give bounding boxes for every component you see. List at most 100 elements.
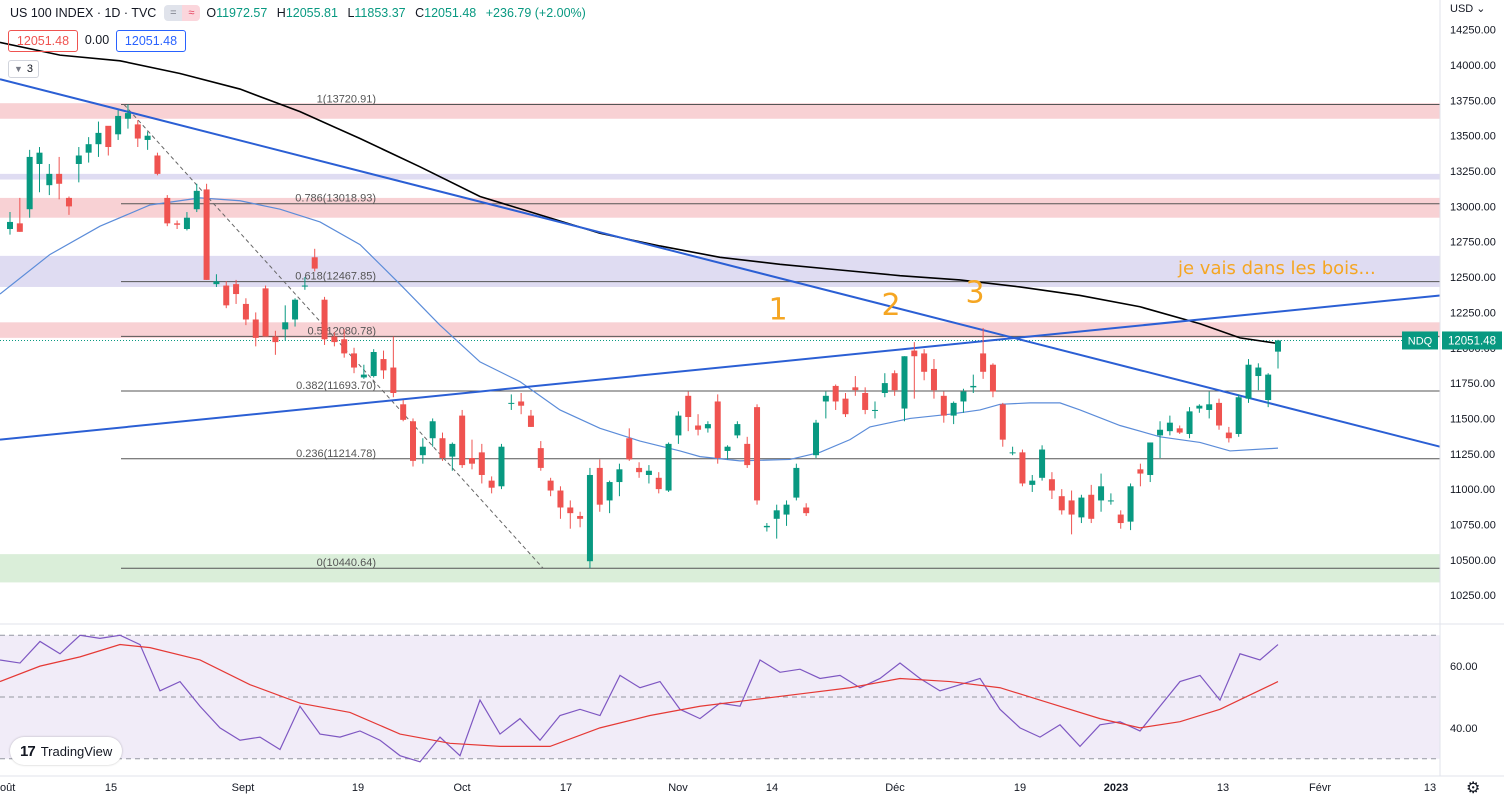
currency-selector[interactable]: USD ⌄	[1450, 2, 1486, 15]
candle-body	[164, 197, 171, 224]
candle	[508, 394, 515, 410]
fib-level-label: 0.236(11214.78)	[296, 448, 376, 460]
candle-body	[213, 281, 220, 285]
candle	[1186, 407, 1193, 439]
candle-body	[36, 152, 43, 164]
candle-body	[989, 364, 996, 392]
candle	[282, 305, 289, 341]
candle-body	[1098, 486, 1105, 501]
compare-icon[interactable]: =	[164, 5, 183, 21]
candle-body	[1265, 374, 1272, 401]
candle	[478, 443, 485, 484]
y-tick-label: 13750.00	[1450, 95, 1496, 107]
candle	[1009, 446, 1016, 456]
candle	[311, 248, 318, 272]
candle-body	[1147, 442, 1154, 475]
candle-body	[773, 510, 780, 519]
candle	[1206, 391, 1213, 419]
candle	[842, 392, 849, 418]
candle-body	[704, 424, 711, 429]
candle-body	[26, 156, 33, 210]
candle-body	[134, 124, 141, 139]
ohlc-open-value: 11972.57	[216, 6, 268, 20]
x-tick-label: 19	[352, 782, 364, 794]
annotation-text: je vais dans les bois...	[1177, 258, 1376, 279]
candle-body	[803, 507, 810, 514]
candle-body	[1068, 500, 1075, 515]
candle-body	[783, 504, 790, 515]
candle	[901, 356, 908, 422]
fib-level-label: 0.786(13018.93)	[295, 193, 376, 205]
candle	[105, 125, 112, 156]
candle-body	[292, 299, 299, 320]
ma-long-line	[0, 41, 1279, 345]
candle-body	[56, 173, 63, 184]
candle-body	[1039, 449, 1046, 478]
indicators-toggle[interactable]: ▼ 3	[8, 60, 40, 78]
candle	[685, 391, 692, 432]
candle	[714, 394, 721, 464]
price-change: +236.79 (+2.00%)	[485, 6, 586, 20]
candle	[360, 364, 367, 379]
candle-body	[331, 336, 338, 343]
candle-body	[429, 421, 436, 439]
candle	[1216, 398, 1223, 430]
candle	[921, 349, 928, 381]
candle-body	[1196, 405, 1203, 409]
ohlc-high-value: 12055.81	[285, 6, 338, 20]
x-tick-label: 13	[1217, 782, 1229, 794]
candle-body	[852, 387, 859, 391]
candle-body	[567, 507, 574, 514]
candle-body	[999, 404, 1006, 440]
candle-body	[665, 443, 672, 491]
candle	[380, 350, 387, 379]
candle	[871, 401, 878, 419]
candle-body	[724, 446, 731, 451]
candle	[695, 414, 702, 436]
sell-price-button[interactable]: 12051.48	[8, 30, 78, 52]
buy-price-button[interactable]: 12051.48	[116, 30, 186, 52]
candle-body	[65, 197, 72, 207]
fib-level-label: 0.382(11693.70)	[296, 380, 376, 392]
candle	[1039, 445, 1046, 481]
x-tick-label: 2023	[1104, 782, 1128, 794]
candle	[183, 212, 190, 231]
candle-body	[1127, 486, 1134, 522]
symbol-title[interactable]: US 100 INDEX · 1D · TVC	[10, 6, 157, 20]
candle	[1078, 494, 1085, 524]
rsi-line	[0, 634, 1279, 763]
candle-body	[1019, 452, 1026, 484]
candle	[341, 329, 348, 358]
candle	[1176, 425, 1183, 434]
candle	[233, 279, 240, 304]
candle	[1068, 490, 1075, 535]
candle	[400, 400, 407, 422]
tradingview-badge[interactable]: 17 TradingView	[10, 737, 123, 765]
candle-body	[1088, 494, 1095, 519]
candle-body	[115, 115, 122, 135]
gear-icon[interactable]: ⚙	[1466, 780, 1481, 797]
chart-mode-chips[interactable]: = ≈	[164, 5, 201, 21]
approx-icon[interactable]: ≈	[182, 5, 201, 21]
candle-body	[183, 217, 190, 230]
candle	[16, 197, 23, 232]
candle-body	[950, 402, 957, 416]
candle-body	[341, 339, 348, 354]
tradingview-logo-icon: 17	[20, 742, 36, 760]
trendline	[0, 294, 1441, 441]
candle-body	[468, 458, 475, 464]
y-tick-label: 11750.00	[1450, 378, 1495, 390]
candle-body	[321, 299, 328, 340]
candle	[763, 523, 770, 532]
candle-body	[419, 446, 426, 456]
x-tick-label: 13	[1424, 782, 1436, 794]
candle	[734, 421, 741, 439]
candle	[852, 376, 859, 396]
chart-header: US 100 INDEX · 1D · TVC = ≈ O11972.57 H1…	[0, 0, 592, 26]
rsi-y-tick-label: 40.00	[1450, 723, 1478, 735]
chevron-down-icon: ▼	[14, 64, 23, 74]
candle	[773, 504, 780, 539]
ohlc-high-label: H	[276, 6, 286, 20]
candle-body	[537, 448, 544, 468]
